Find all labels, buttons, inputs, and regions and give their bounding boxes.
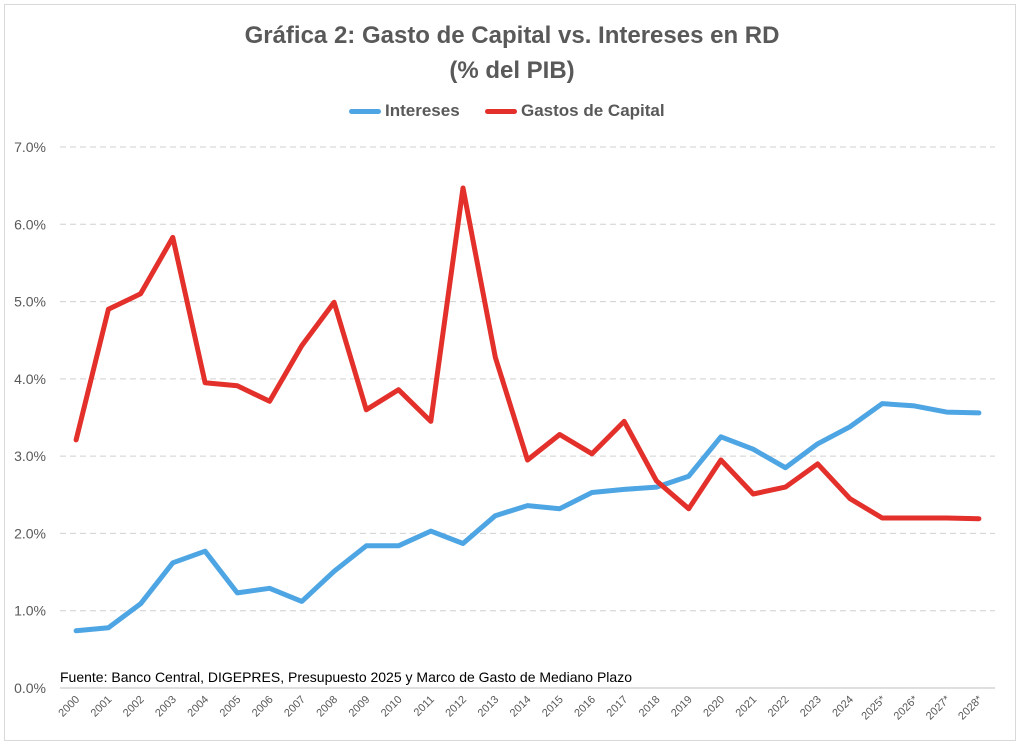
legend-label-gastos-de-capital: Gastos de Capital (521, 101, 665, 120)
x-tick-label: 2021 (734, 694, 760, 720)
legend-swatch-intereses (349, 108, 381, 114)
x-tick-label: 2013 (476, 694, 502, 720)
source-note: Fuente: Banco Central, DIGEPRES, Presupu… (60, 669, 632, 685)
x-tick-label: 2008 (314, 694, 340, 720)
x-tick-label: 2027* (924, 693, 953, 722)
x-tick-label: 2017 (605, 694, 631, 720)
chart-frame (4, 4, 1016, 741)
x-tick-label: 2003 (153, 694, 179, 720)
x-tick-label: 2004 (185, 694, 211, 720)
x-tick-label: 2020 (701, 694, 727, 720)
series-lines (73, 185, 982, 634)
x-tick-label: 2005 (218, 694, 244, 720)
x-tick-label: 2016 (572, 694, 598, 720)
chart-subtitle: (% del PIB) (449, 57, 575, 84)
x-tick-label: 2002 (121, 694, 147, 720)
chart-title: Gráfica 2: Gasto de Capital vs. Interese… (244, 22, 780, 49)
y-tick-label: 2.0% (14, 525, 46, 541)
x-tick-label: 2011 (412, 694, 437, 719)
y-tick-label: 5.0% (14, 294, 46, 310)
x-tick-label: 2015 (540, 694, 566, 720)
chart-legend: Intereses Gastos de Capital (0, 99, 1024, 123)
y-tick-label: 6.0% (14, 216, 46, 232)
y-tick-label: 0.0% (14, 680, 46, 696)
x-tick-label: 2019 (669, 694, 695, 720)
y-tick-label: 7.0% (14, 139, 46, 155)
legend-label-intereses: Intereses (385, 101, 460, 120)
x-tick-label: 2024 (830, 694, 856, 720)
x-tick-label: 2012 (443, 694, 469, 720)
legend-item-intereses: Intereses (349, 99, 460, 123)
x-tick-label: 2022 (766, 694, 792, 720)
series-line-gastos-de-capital (73, 185, 982, 522)
x-tick-label: 2009 (347, 694, 373, 720)
y-tick-label: 3.0% (14, 448, 46, 464)
y-tick-labels: 0.0% 1.0% 2.0% 3.0% 4.0% 5.0% 6.0% 7.0% (14, 139, 46, 696)
legend-swatch-gastos-de-capital (485, 108, 517, 114)
x-tick-label: 2023 (798, 694, 824, 720)
x-tick-label: 2025* (859, 693, 888, 722)
y-tick-label: 1.0% (14, 603, 46, 619)
x-tick-label: 2000 (56, 694, 82, 720)
series-line-intereses (73, 401, 982, 634)
legend-item-gastos-de-capital: Gastos de Capital (485, 99, 665, 123)
y-tick-label: 4.0% (14, 371, 46, 387)
gridlines (60, 146, 995, 689)
x-tick-label: 2026* (892, 693, 921, 722)
x-tick-label: 2028* (956, 693, 985, 722)
x-tick-labels: 2000 2001 2002 2003 2004 2005 2006 2007 2008 2009… (56, 693, 985, 722)
x-tick-label: 2010 (379, 694, 405, 720)
x-tick-label: 2014 (508, 694, 534, 720)
x-tick-label: 2018 (637, 694, 663, 720)
x-tick-label: 2006 (250, 694, 276, 720)
x-tick-label: 2007 (282, 694, 308, 720)
x-tick-label: 2001 (89, 694, 115, 720)
